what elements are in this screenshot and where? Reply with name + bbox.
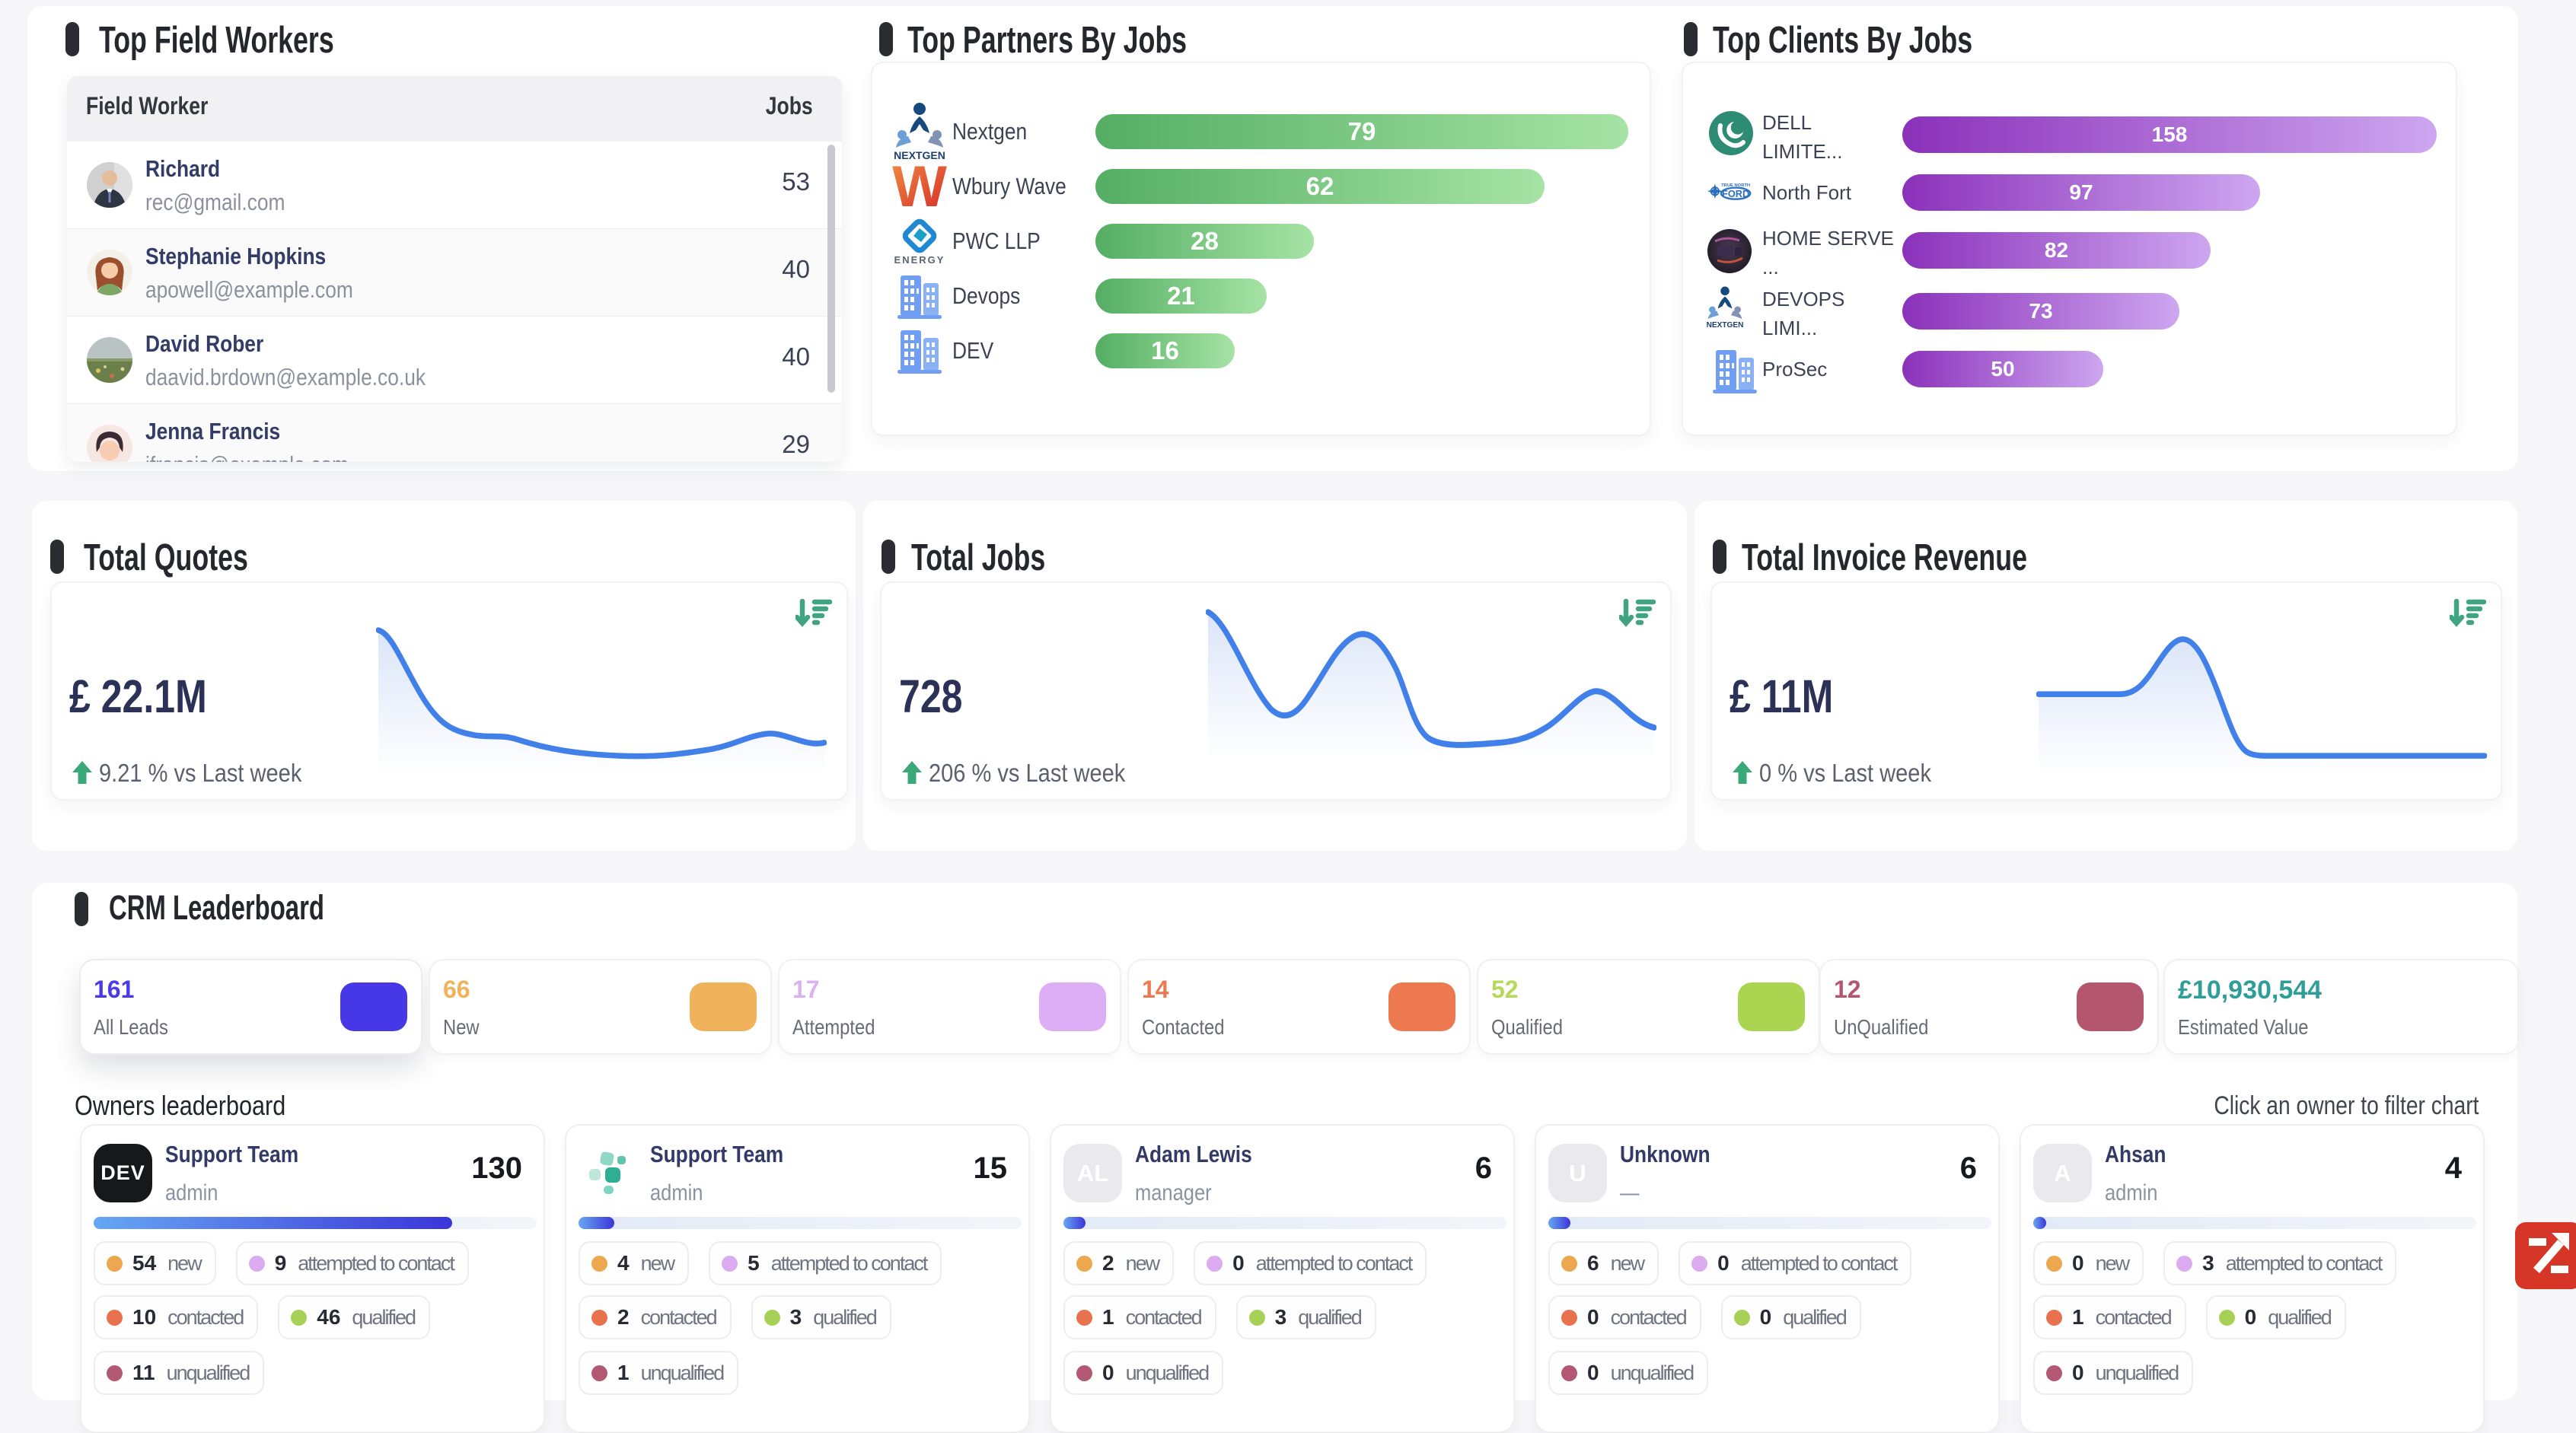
- svg-text:NEXTGEN: NEXTGEN: [1707, 321, 1744, 330]
- svg-text:TRUE NORTH: TRUE NORTH: [1721, 183, 1750, 188]
- svg-text:W: W: [892, 162, 947, 212]
- svg-text:NEXTGEN: NEXTGEN: [894, 149, 945, 161]
- svg-text:ENERGY: ENERGY: [894, 254, 945, 266]
- svg-text:FORD: FORD: [1722, 188, 1749, 199]
